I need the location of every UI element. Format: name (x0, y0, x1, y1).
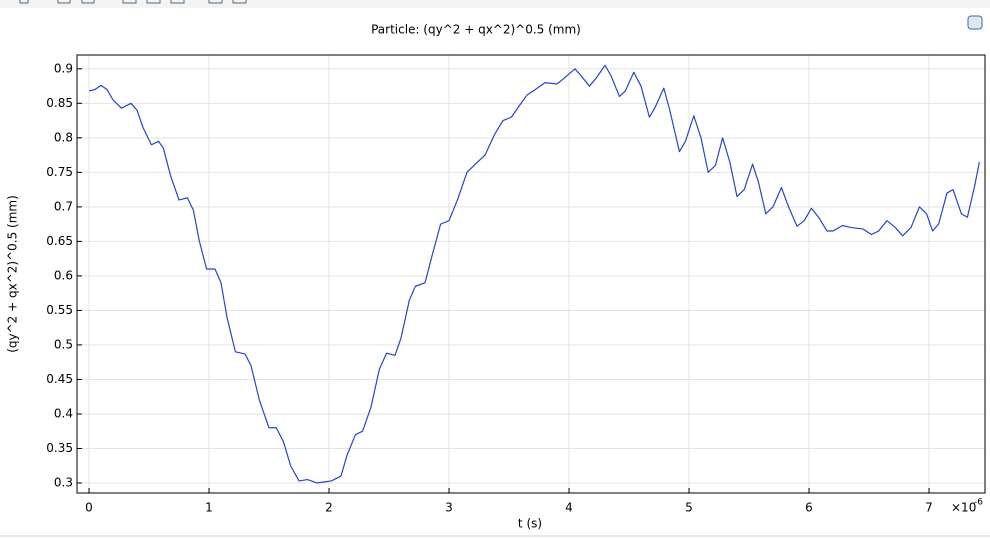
x-tick-label: 6 (805, 501, 813, 515)
x-scale-base: ×10 (951, 501, 976, 515)
toolbar (0, 0, 990, 8)
y-tick-label: 0.3 (54, 475, 73, 489)
y-tick-label: 0.85 (46, 96, 73, 110)
y-tick-label: 0.6 (54, 268, 73, 282)
x-tick-label: 5 (685, 501, 693, 515)
data-line (88, 64, 980, 484)
y-tick-label: 0.8 (54, 130, 73, 144)
toolbar-icon[interactable] (81, 0, 95, 4)
y-tick-label: 0.35 (46, 441, 73, 455)
toolbar-icon[interactable] (57, 0, 71, 4)
toolbar-icon[interactable] (232, 0, 247, 4)
y-tick-label: 0.55 (46, 303, 73, 317)
plot-settings-icon[interactable] (967, 15, 983, 30)
x-axis-label: t (s) (518, 517, 542, 531)
x-tick-label: 2 (325, 501, 333, 515)
y-axis-label: (qy^2 + qx^2)^0.5 (mm) (6, 195, 20, 353)
x-scale-exponent: -6 (974, 498, 983, 508)
plot-frame (76, 54, 986, 494)
toolbar-icon[interactable] (122, 0, 137, 4)
y-tick-label: 0.7 (54, 199, 73, 213)
y-tick-label: 0.9 (54, 61, 73, 75)
x-tick-label: 0 (85, 501, 93, 515)
x-tick-label: 4 (565, 501, 573, 515)
y-tick-label: 0.5 (54, 337, 73, 351)
x-tick-label: 3 (445, 501, 453, 515)
toolbar-icon[interactable] (146, 0, 161, 4)
y-tick-label: 0.45 (46, 372, 73, 386)
toolbar-icon[interactable] (19, 0, 29, 4)
toolbar-icon[interactable] (208, 0, 223, 4)
y-tick-label: 0.65 (46, 234, 73, 248)
toolbar-icon[interactable] (170, 0, 185, 4)
x-tick-label: 1 (205, 501, 213, 515)
x-tick-label: 7 (925, 501, 933, 515)
chart-title: Particle: (qy^2 + qx^2)^0.5 (mm) (371, 23, 581, 37)
y-tick-label: 0.4 (54, 406, 73, 420)
toolbar-icons (19, 0, 247, 4)
y-tick-label: 0.75 (46, 165, 73, 179)
